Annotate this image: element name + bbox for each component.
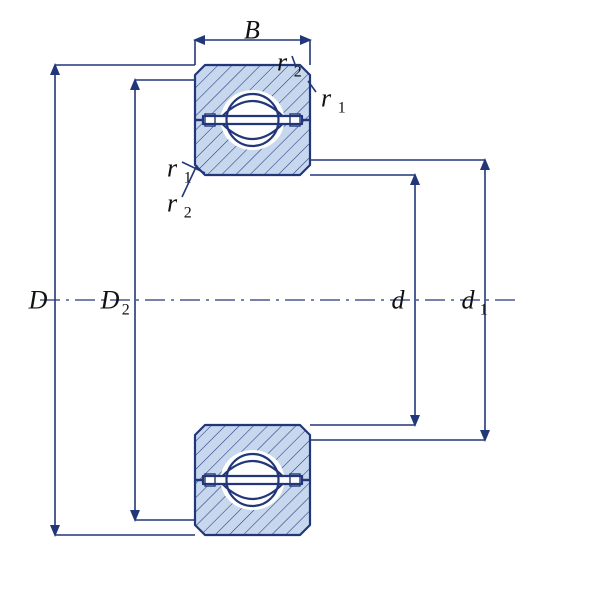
dim-D2: D bbox=[100, 286, 120, 315]
dim-d: d bbox=[392, 286, 406, 315]
dim-r2-ur-sub: 2 bbox=[294, 64, 302, 81]
dim-r2-ur: r bbox=[277, 48, 288, 77]
dim-D2-sub: 2 bbox=[122, 302, 130, 319]
dim-r1-ul: r bbox=[167, 154, 178, 183]
dim-r1-ur-sub: 1 bbox=[338, 100, 346, 117]
dim-D: D bbox=[28, 286, 48, 315]
dim-r2-ul: r bbox=[167, 189, 178, 218]
dim-d1: d bbox=[462, 286, 476, 315]
dim-r2-ul-sub: 2 bbox=[184, 205, 192, 222]
dim-d1-sub: 1 bbox=[480, 302, 488, 319]
dim-r1-ur: r bbox=[321, 84, 332, 113]
dim-B: B bbox=[244, 16, 260, 45]
